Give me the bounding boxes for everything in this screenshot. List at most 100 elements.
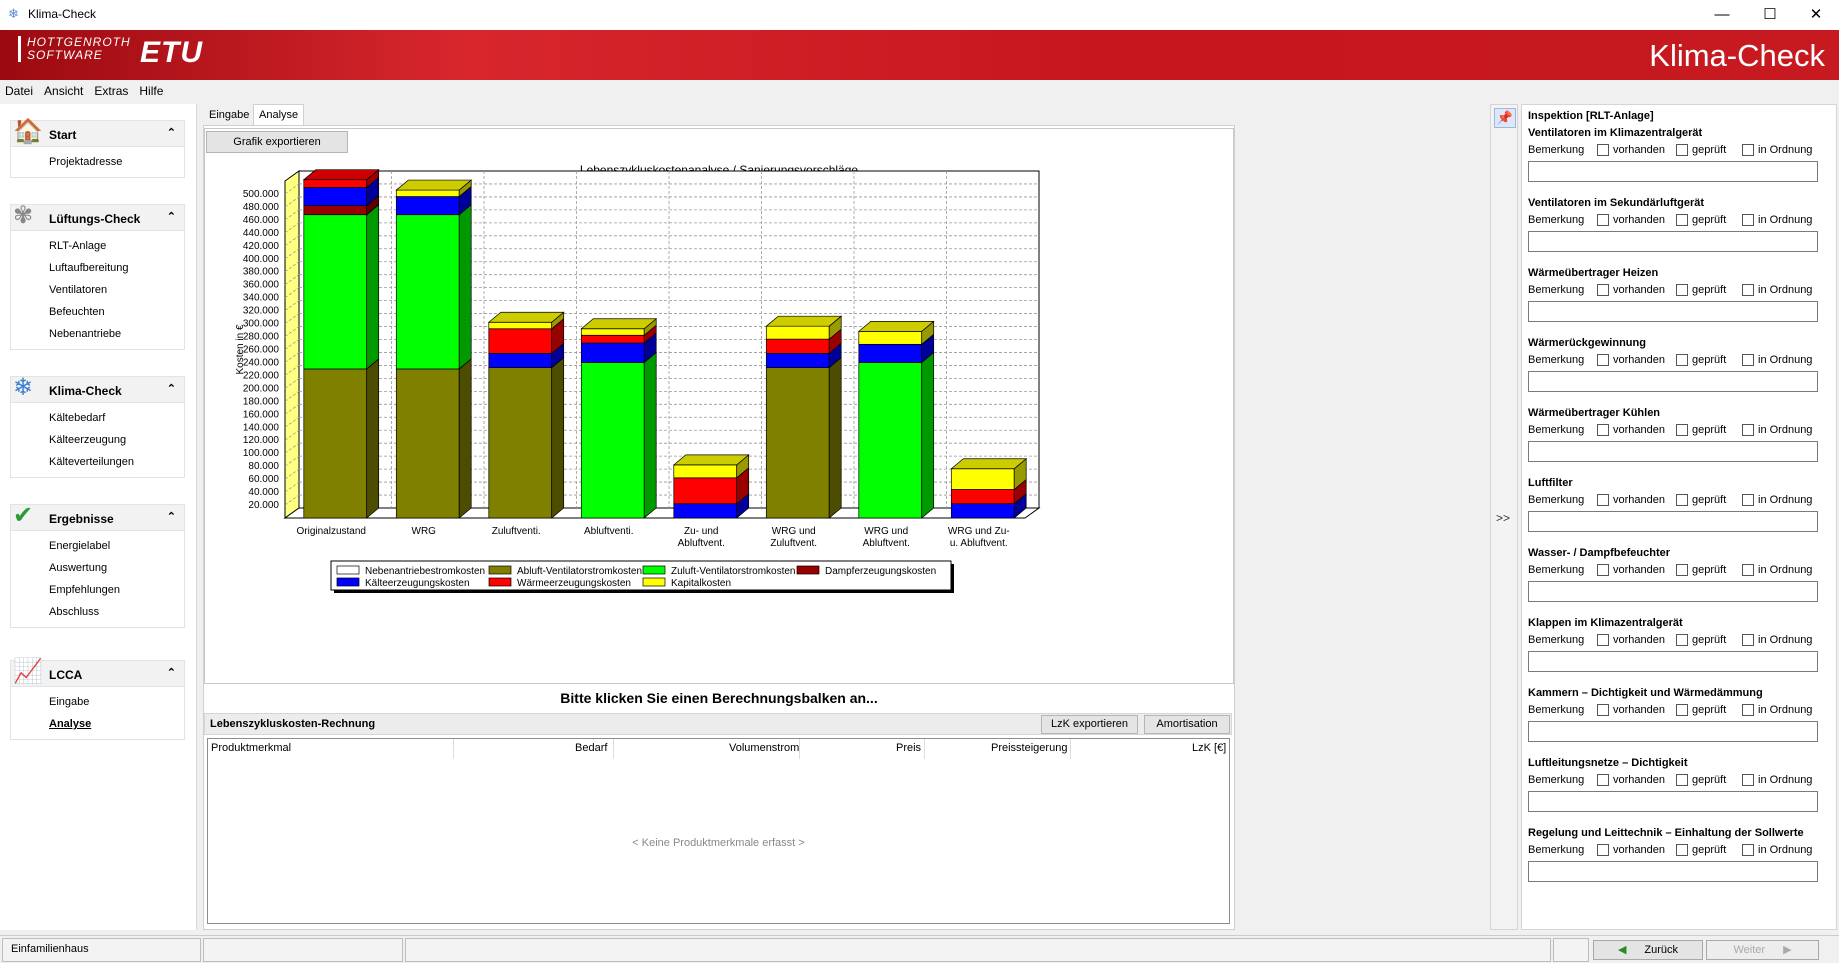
checkbox-vorhanden[interactable] [1597, 564, 1609, 576]
remark-input[interactable] [1528, 861, 1818, 882]
pin-icon[interactable]: 📌 [1494, 108, 1516, 128]
tab-eingabe[interactable]: Eingabe [203, 104, 256, 125]
bar-segment[interactable] [488, 353, 553, 368]
column-divider[interactable] [799, 739, 800, 759]
sidebar-item-kaelteverteilungen[interactable]: Kälteverteilungen [49, 456, 135, 468]
checkbox-in-ordnung[interactable] [1742, 424, 1754, 436]
checkbox-vorhanden[interactable] [1597, 354, 1609, 366]
checkbox-geprueft[interactable] [1676, 564, 1688, 576]
bar-top[interactable] [950, 458, 1028, 470]
checkbox-geprueft[interactable] [1676, 774, 1688, 786]
sidebar-item-befeuchten[interactable]: Befeuchten [49, 306, 105, 318]
col-preissteigerung[interactable]: Preissteigerung [991, 742, 1068, 754]
bar-segment[interactable] [488, 367, 553, 519]
remark-input[interactable] [1528, 441, 1818, 462]
sidebar-item-auswertung[interactable]: Auswertung [49, 562, 108, 574]
bar-segment[interactable] [858, 343, 923, 363]
checkbox-vorhanden[interactable] [1597, 704, 1609, 716]
checkbox-in-ordnung[interactable] [1742, 774, 1754, 786]
sidebar-item-analyse[interactable]: Analyse [49, 718, 92, 730]
checkbox-in-ordnung[interactable] [1742, 844, 1754, 856]
bar-segment[interactable] [858, 362, 923, 519]
sidebar-item-kaelteerzeugung[interactable]: Kälteerzeugung [49, 434, 127, 446]
group-lueftungs-header[interactable]: ✾ Lüftungs-Check ⌃ [11, 202, 184, 231]
bar-segment[interactable] [580, 362, 645, 519]
checkbox-geprueft[interactable] [1676, 634, 1688, 646]
remark-input[interactable] [1528, 161, 1818, 182]
column-divider[interactable] [1070, 739, 1071, 759]
collapse-icon[interactable]: ⌃ [166, 511, 176, 523]
col-lzk[interactable]: LzK [€] [1192, 742, 1227, 754]
bar-top[interactable] [857, 321, 935, 332]
bar-segment[interactable] [765, 367, 830, 519]
menu-extras[interactable]: Extras [94, 84, 129, 98]
bar-segment[interactable] [488, 328, 553, 354]
bar-segment-side[interactable] [828, 356, 842, 519]
close-button[interactable]: ✕ [1809, 6, 1823, 23]
checkbox-geprueft[interactable] [1676, 424, 1688, 436]
tab-analyse[interactable]: Analyse [253, 104, 305, 125]
bar-segment[interactable] [950, 468, 1015, 490]
bar-segment-side[interactable] [458, 203, 472, 370]
col-preis[interactable]: Preis [896, 742, 922, 754]
bar-segment[interactable] [580, 328, 645, 336]
checkbox-vorhanden[interactable] [1597, 844, 1609, 856]
bar-segment[interactable] [395, 189, 460, 197]
checkbox-in-ordnung[interactable] [1742, 634, 1754, 646]
checkbox-vorhanden[interactable] [1597, 144, 1609, 156]
checkbox-in-ordnung[interactable] [1742, 354, 1754, 366]
sidebar-item-nebenantriebe[interactable]: Nebenantriebe [49, 328, 122, 340]
bar-segment[interactable] [950, 503, 1015, 519]
collapse-icon[interactable]: ⌃ [166, 383, 176, 395]
collapse-icon[interactable]: ⌃ [166, 667, 176, 679]
remark-input[interactable] [1528, 231, 1818, 252]
checkbox-in-ordnung[interactable] [1742, 564, 1754, 576]
sidebar-item-eingabe[interactable]: Eingabe [49, 696, 90, 708]
group-klima-header[interactable]: ❄ Klima-Check ⌃ [11, 374, 184, 403]
menu-datei[interactable]: Datei [5, 84, 34, 98]
sidebar-item-abschluss[interactable]: Abschluss [49, 606, 100, 618]
export-chart-button[interactable]: Grafik exportieren [206, 131, 348, 153]
bar-segment-side[interactable] [366, 203, 380, 370]
checkbox-geprueft[interactable] [1676, 354, 1688, 366]
bar-top[interactable] [672, 454, 750, 466]
remark-input[interactable] [1528, 581, 1818, 602]
column-divider[interactable] [924, 739, 925, 759]
minimize-button[interactable]: — [1714, 6, 1730, 23]
group-start-header[interactable]: 🏠 Start ⌃ [11, 118, 184, 147]
bar-segment[interactable] [673, 503, 738, 519]
bar-segment[interactable] [395, 196, 460, 216]
bar-segment[interactable] [303, 368, 368, 519]
column-divider[interactable] [453, 739, 454, 759]
menu-hilfe[interactable]: Hilfe [139, 84, 164, 98]
checkbox-in-ordnung[interactable] [1742, 494, 1754, 506]
bar-segment[interactable] [303, 205, 368, 216]
bar-segment[interactable] [950, 489, 1015, 505]
checkbox-geprueft[interactable] [1676, 284, 1688, 296]
bar-segment-side[interactable] [458, 358, 472, 519]
checkbox-geprueft[interactable] [1676, 494, 1688, 506]
bar-segment[interactable] [580, 334, 645, 344]
checkbox-vorhanden[interactable] [1597, 214, 1609, 226]
bar-segment[interactable] [488, 321, 553, 330]
bar-segment-side[interactable] [551, 356, 565, 519]
group-lcca-header[interactable]: 📈 LCCA ⌃ [11, 658, 184, 687]
bar-segment[interactable] [858, 331, 923, 345]
remark-input[interactable] [1528, 791, 1818, 812]
bar-top[interactable] [302, 169, 380, 181]
checkbox-vorhanden[interactable] [1597, 634, 1609, 646]
checkbox-vorhanden[interactable] [1597, 424, 1609, 436]
bar-top[interactable] [487, 311, 565, 323]
checkbox-in-ordnung[interactable] [1742, 214, 1754, 226]
lzk-export-button[interactable]: LzK exportieren [1041, 715, 1138, 734]
sidebar-item-rlt-anlage[interactable]: RLT-Anlage [49, 240, 107, 252]
remark-input[interactable] [1528, 651, 1818, 672]
checkbox-in-ordnung[interactable] [1742, 284, 1754, 296]
checkbox-in-ordnung[interactable] [1742, 144, 1754, 156]
checkbox-vorhanden[interactable] [1597, 774, 1609, 786]
checkbox-geprueft[interactable] [1676, 144, 1688, 156]
menu-ansicht[interactable]: Ansicht [44, 84, 84, 98]
lzk-table[interactable]: Produktmerkmal Bedarf Volumenstrom Preis… [207, 738, 1230, 924]
bar-segment[interactable] [765, 353, 830, 368]
bar-segment[interactable] [303, 214, 368, 370]
